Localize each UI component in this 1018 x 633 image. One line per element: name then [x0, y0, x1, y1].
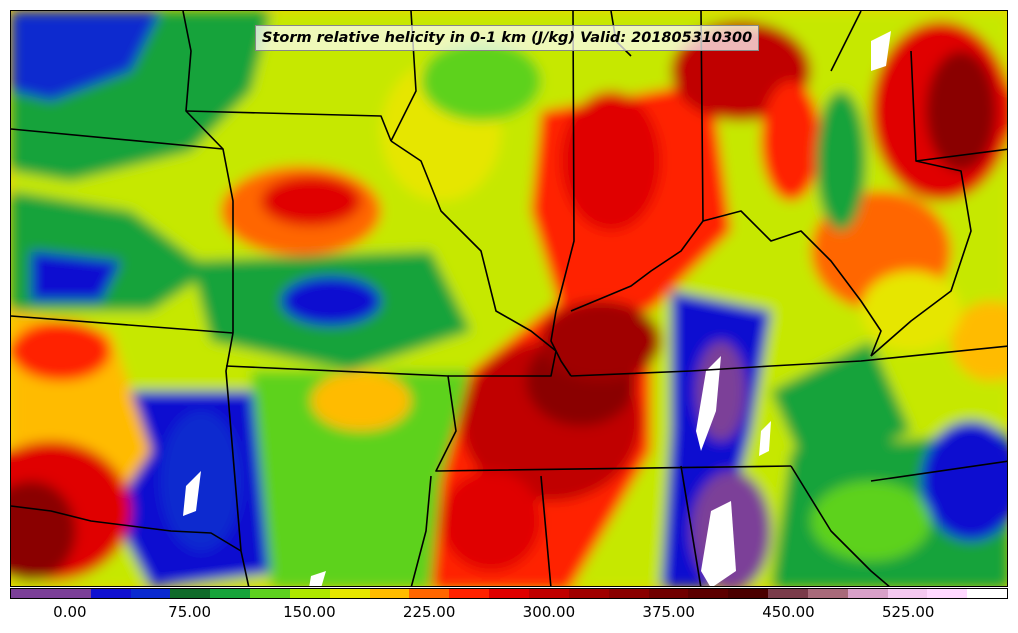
map-canvas [11, 11, 1007, 586]
colorbar-segment [210, 589, 251, 598]
colorbar-segment [648, 589, 689, 598]
colorbar-segment [50, 589, 91, 598]
colorbar-segment [369, 589, 410, 598]
colorbar-segment [289, 589, 330, 598]
colorbar-segment [688, 589, 729, 598]
colorbar-segment [329, 589, 370, 598]
colorbar-segment [449, 589, 490, 598]
colorbar-segment [847, 589, 888, 598]
colorbar [10, 588, 1008, 599]
colorbar-ticks: 0.00 75.00 150.00 225.00 300.00 375.00 450.00 5… [10, 599, 1008, 629]
colorbar-segment [807, 589, 848, 598]
colorbar-tick-label: 150.00 [283, 603, 336, 621]
colorbar-tick-label: 450.00 [762, 603, 815, 621]
colorbar-segment [409, 589, 450, 598]
map-title: Storm relative helicity in 0-1 km (J/kg)… [255, 25, 760, 51]
colorbar-tick-label: 0.00 [53, 603, 87, 621]
colorbar-segment [927, 589, 968, 598]
colorbar-segment [11, 589, 51, 598]
helicity-field [11, 11, 1007, 586]
colorbar-segment [90, 589, 131, 598]
colorbar-segment [608, 589, 649, 598]
colorbar-segment [130, 589, 171, 598]
colorbar-tick-label: 300.00 [522, 603, 576, 621]
colorbar-segment [489, 589, 529, 598]
colorbar-segment [250, 589, 290, 598]
colorbar-segment [528, 589, 569, 598]
colorbar-tick-label: 225.00 [402, 603, 456, 621]
colorbar-tick-label: 75.00 [168, 603, 212, 621]
colorbar-segment [728, 589, 769, 598]
colorbar-segment [967, 589, 1008, 598]
colorbar-tick-label: 525.00 [881, 603, 935, 621]
colorbar-segment [568, 589, 609, 598]
colorbar-segment [768, 589, 808, 598]
max-regions [183, 31, 891, 586]
helicity-map: Storm relative helicity in 0-1 km (J/kg)… [10, 10, 1008, 587]
colorbar-segment [170, 589, 211, 598]
colorbar-tick-label: 375.00 [642, 603, 695, 621]
colorbar-segment [887, 589, 928, 598]
